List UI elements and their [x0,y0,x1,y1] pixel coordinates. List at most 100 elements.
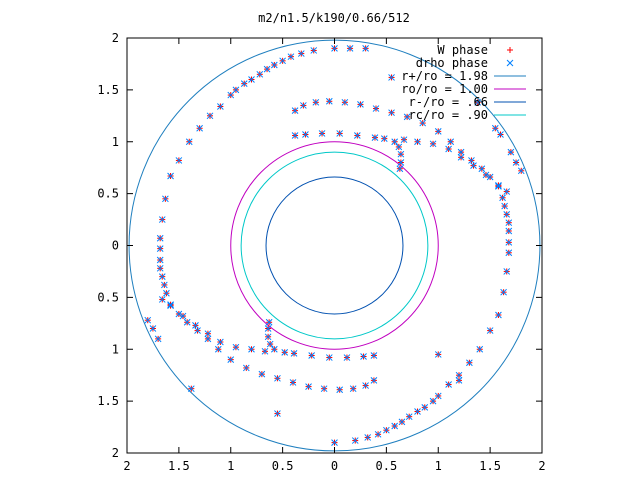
point-1-38 [414,408,421,415]
point-1-90 [287,53,295,61]
point-1-118 [289,379,297,386]
point-1-6 [380,135,388,142]
point-1-75 [162,195,169,203]
point-1-39 [405,413,413,421]
legend-sample-1 [506,59,514,67]
point-1-60 [248,345,255,353]
axis-ticks: 2 1.5 1 0.5 0 0.5 1 1.5 221.510.500.511.52 [97,31,545,473]
point-1-93 [331,45,338,52]
point-1-64 [192,322,199,329]
point-1-26 [505,249,513,257]
point-1-54 [270,345,278,353]
point-1-56 [264,333,272,341]
point-1-101 [388,109,395,117]
legend-label-3: ro/ro = 1.00 [401,82,488,96]
point-1-34 [445,381,452,388]
point-1-89 [279,57,286,65]
point-1-33 [455,371,463,379]
point-1-123 [214,345,222,353]
point-1-14 [429,140,437,148]
point-1-108 [478,165,486,173]
point-1-62 [217,338,224,346]
point-1-63 [204,330,212,338]
point-1-132 [517,167,525,175]
point-1-65 [179,312,187,320]
point-1-37 [421,403,429,411]
point-1-21 [501,202,509,210]
point-1-134 [491,124,499,132]
point-1-5 [291,132,299,139]
point-1-4 [302,131,309,138]
point-1-46 [331,439,338,446]
point-1-48 [308,352,316,359]
y-tick-label-1: 1.5 [97,394,119,408]
x-tick-label-2: 1 [227,459,234,473]
point-1-94 [291,107,299,114]
point-1-131 [512,159,520,166]
point-1-140 [474,98,482,106]
point-1-77 [175,157,183,164]
point-1-15 [445,145,452,153]
point-1-70 [156,264,164,272]
point-1-50 [343,354,351,361]
point-1-99 [357,101,364,108]
point-1-19 [495,183,502,190]
point-1-3 [318,130,326,137]
x-tick-label-3: 0.5 [272,459,294,473]
x-tick-label-4: 0 [331,459,338,473]
point-1-12 [400,136,408,144]
legend-label-2: r+/ro = 1.98 [401,69,488,83]
point-1-87 [263,65,271,73]
point-1-79 [196,124,203,132]
y-tick-label-5: 0.5 [97,187,119,201]
point-1-29 [495,311,502,319]
point-1-136 [149,325,157,332]
point-1-58 [265,318,273,326]
point-1-110 [495,181,502,189]
point-1-81 [217,103,224,110]
point-1-1 [353,132,361,139]
point-1-122 [227,356,235,363]
point-1-119 [274,374,281,382]
point-1-100 [372,105,380,112]
x-tick-label-5: 0.5 [376,459,398,473]
legend-label-5: rc/ro = .90 [409,108,488,122]
point-1-88 [270,61,278,69]
point-1-138 [187,385,195,393]
legend-label-1: drho phase [416,56,488,70]
point-1-27 [503,268,511,275]
point-1-130 [507,148,515,156]
point-1-69 [158,273,166,280]
point-1-32 [466,359,473,367]
point-1-95 [300,102,307,109]
point-1-114 [349,385,357,393]
legend-label-4: r-/ro = .66 [409,95,488,109]
x-tick-label-1: 1.5 [168,459,190,473]
point-1-98 [341,98,349,106]
point-1-143 [388,74,395,81]
y-tick-label-4: 0 [112,239,119,253]
x-tick-label-6: 1 [435,459,442,473]
point-1-11 [396,165,404,173]
point-1-61 [232,343,240,351]
x-tick-label-8: 2 [538,459,545,473]
y-tick-label-0: 2 [112,446,119,460]
point-1-107 [468,157,475,164]
point-1-135 [154,335,162,343]
point-1-18 [482,171,490,179]
point-1-36 [429,397,437,405]
x-tick-label-0: 2 [123,459,130,473]
point-1-9 [397,150,405,158]
point-1-0 [371,134,379,141]
point-1-83 [232,86,240,94]
point-1-82 [227,91,235,99]
point-1-28 [500,288,507,296]
point-1-44 [364,434,372,441]
point-1-126 [183,318,191,326]
point-1-16 [457,153,465,161]
point-1-84 [240,80,248,88]
point-1-133 [497,131,504,138]
circle-1 [230,141,439,350]
point-1-20 [499,194,506,202]
point-1-24 [505,227,513,235]
